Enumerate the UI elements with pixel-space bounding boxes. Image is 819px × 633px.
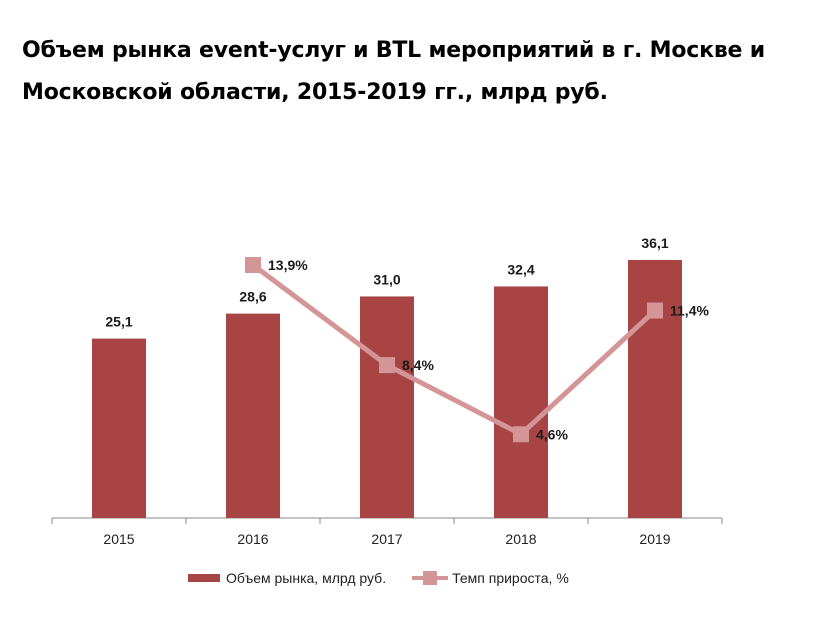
- bar-series: [92, 260, 682, 518]
- x-tick-labels: 2015 2016 2017 2018 2019: [103, 531, 670, 547]
- bar-2018: [494, 286, 548, 518]
- bar-label-2017: 31,0: [373, 271, 400, 287]
- growth-marker-2018: [513, 426, 529, 443]
- growth-marker-2019: [647, 302, 663, 319]
- x-tick-label-2015: 2015: [103, 531, 134, 547]
- bar-label-2019: 36,1: [641, 235, 668, 251]
- legend-line-swatch: [412, 571, 449, 585]
- x-tick-label-2016: 2016: [237, 531, 268, 547]
- legend-line-label: Темп прироста, %: [452, 570, 569, 586]
- x-tick-label-2017: 2017: [371, 531, 402, 547]
- growth-line: [251, 263, 657, 437]
- bar-label-2018: 32,4: [507, 261, 534, 277]
- x-tick-label-2019: 2019: [639, 531, 670, 547]
- legend-item-line: Темп прироста, %: [412, 570, 569, 586]
- growth-marker-2017: [379, 357, 395, 374]
- line-series: [245, 257, 663, 443]
- growth-marker-2016: [245, 257, 261, 274]
- legend: Объем рынка, млрд руб. Темп прироста, %: [188, 568, 595, 588]
- bar-2019: [628, 260, 682, 518]
- legend-bar-label: Объем рынка, млрд руб.: [226, 570, 387, 586]
- growth-label-2019: 11,4%: [670, 303, 709, 319]
- x-tick-label-2018: 2018: [505, 531, 536, 547]
- growth-label-2017: 8,4%: [402, 357, 434, 373]
- bar-label-2016: 28,6: [239, 289, 266, 305]
- bar-value-labels: 25,1 28,6 31,0 32,4 36,1: [105, 235, 668, 330]
- bar-2016: [226, 313, 280, 518]
- bar-2015: [92, 338, 146, 518]
- bar-label-2015: 25,1: [105, 314, 132, 330]
- x-axis-ticks: [51, 518, 723, 524]
- legend-item-bar: Объем рынка, млрд руб.: [188, 570, 386, 586]
- growth-label-2018: 4,6%: [536, 426, 568, 442]
- chart-title: Объем рынка event-услуг и BTL мероприяти…: [22, 38, 765, 105]
- growth-label-2016: 13,9%: [268, 257, 308, 273]
- legend-bar-swatch: [188, 574, 220, 582]
- bar-2017: [360, 296, 414, 518]
- line-value-labels: 13,9% 8,4% 4,6% 11,4%: [268, 257, 709, 442]
